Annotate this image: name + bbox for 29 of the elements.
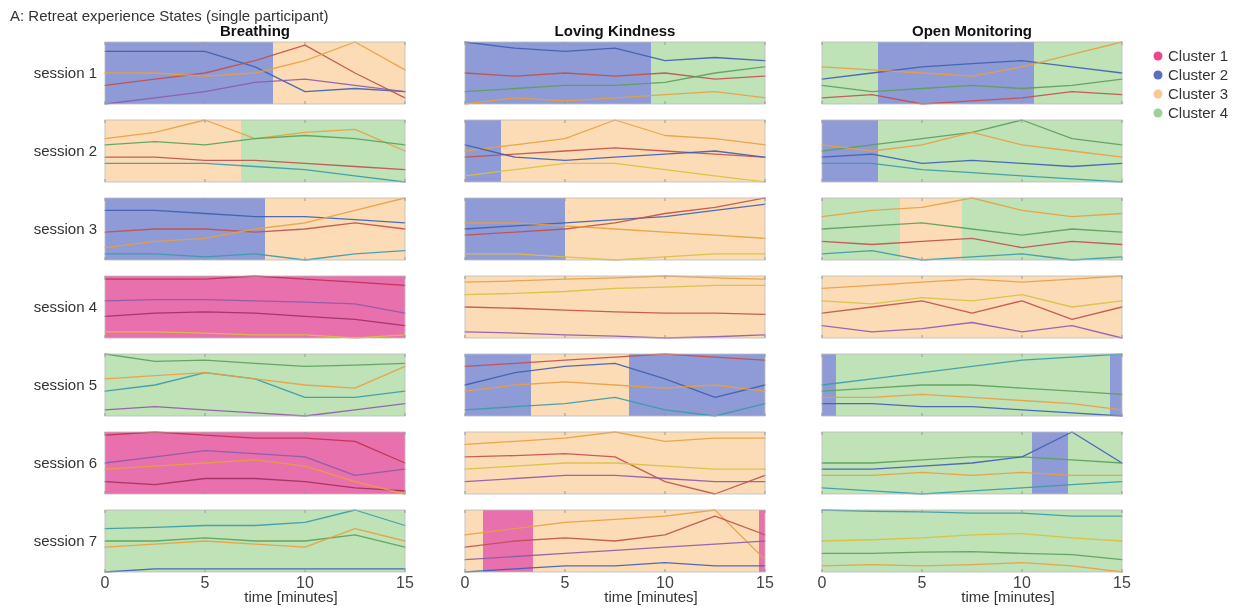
chart-title: Open Monitoring: [912, 22, 1032, 39]
x-tick-label: 0: [817, 574, 827, 591]
x-tick-label: 10: [1013, 574, 1031, 591]
category-label: Cluster 3: [1168, 85, 1229, 102]
x-axis-title: time [minutes]: [244, 588, 338, 605]
y-axis-title: session 2: [33, 142, 97, 159]
x-tick-label: 15: [756, 574, 774, 591]
y-axis-title: session 7: [33, 532, 97, 549]
x-tick-label: 0: [100, 574, 110, 591]
chart-title: Loving Kindness: [554, 22, 676, 39]
y-axis-title: session 1: [33, 64, 97, 81]
text: A: Retreat experience States (single participant): [10, 7, 329, 24]
y-axis-title: session 6: [33, 454, 97, 471]
x-axis-title: time [minutes]: [604, 588, 698, 605]
category-label: Cluster 1: [1168, 47, 1229, 64]
category-label: Cluster 4: [1168, 104, 1229, 121]
x-tick-label: 0: [460, 574, 470, 591]
x-tick-label: 15: [396, 574, 414, 591]
category-label: Cluster 2: [1168, 66, 1229, 83]
y-axis-title: session 5: [33, 376, 97, 393]
y-axis-title: session 3: [33, 220, 97, 237]
x-tick-label: 5: [560, 574, 570, 591]
x-tick-label: 15: [1113, 574, 1131, 591]
x-tick-label: 5: [200, 574, 210, 591]
x-axis-title: time [minutes]: [961, 588, 1055, 605]
x-tick-label: 5: [917, 574, 927, 591]
x-tick-label: 10: [296, 574, 314, 591]
x-tick-label: 10: [656, 574, 674, 591]
y-axis-title: session 4: [33, 298, 97, 315]
